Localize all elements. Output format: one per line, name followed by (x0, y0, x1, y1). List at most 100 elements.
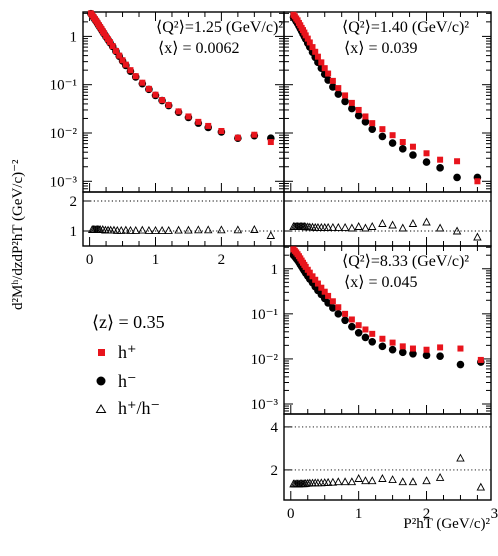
panel-3-hplus-point (306, 269, 313, 276)
panel-3-hplus-point (369, 330, 376, 337)
panel-3-hplus-point (314, 280, 321, 287)
panel-2-hplus-point (342, 92, 349, 99)
panel-1-y-tick-label: 10⁻² (50, 126, 78, 142)
panel-2-ratio-point (378, 219, 387, 227)
panel-3-x-tick-label: 1 (355, 506, 363, 522)
x-axis-title: P²hT (GeV/c)² (403, 516, 490, 532)
panel-3-ratio-point (422, 476, 431, 485)
panel-2-ratio-point (473, 232, 482, 241)
panel-1-hplus-point (127, 67, 134, 74)
panel-3-y-tick-label: 10⁻² (251, 352, 279, 368)
panel-1-hplus-point (101, 30, 108, 37)
panel-1-ratio-point (217, 225, 226, 234)
panel-1-hplus-point (234, 134, 241, 141)
panel-2-hplus-point (314, 53, 321, 60)
panel-2-hminus-point (453, 173, 461, 182)
panel-3-hplus-point (342, 310, 349, 317)
panel-3-main-frame (283, 245, 492, 415)
panel-3-hminus-point (436, 352, 444, 360)
panel-2-hminus-point (341, 97, 349, 106)
panel-1-ratio-point (203, 225, 213, 234)
panel-2-ratio-point (398, 223, 408, 232)
panel-3-hplus-point (309, 273, 316, 280)
panel-1-hplus-point (175, 108, 182, 115)
panel-2-ratio-point (323, 222, 333, 231)
panel-3-hminus-point (329, 304, 337, 312)
legend-hminus-label: h⁻ (118, 371, 137, 391)
panel-2-hplus-point (355, 106, 362, 113)
panel-3-y-tick-label: 10⁻³ (251, 397, 279, 413)
panel-2-hplus-point (335, 85, 342, 92)
panel-2-hplus-point (454, 158, 461, 165)
panel-3-hplus-point (318, 284, 325, 291)
panel-2-hplus-point (423, 150, 430, 157)
panel-2-hplus-point (321, 65, 328, 72)
panel-3-ratio-point (398, 477, 408, 486)
panel-3-y-tick-label: 10⁻¹ (251, 307, 278, 323)
panel-1-x-tick-label: 0 (86, 252, 94, 268)
panel-2-ratio-point (452, 226, 462, 235)
panel-1-ratio-point (194, 225, 203, 234)
panel-2-hminus-point (436, 164, 444, 172)
panel-1-y-tick-label: 10⁻³ (50, 174, 78, 190)
panel-3-x-tick-label: 0 (287, 506, 295, 522)
panel-1-hplus-point (145, 85, 152, 92)
panel-1-main-frame (82, 11, 285, 193)
panel-2-ratio-point (334, 222, 343, 231)
panel-3-hplus-point (437, 344, 444, 351)
panel-1-hplus-point (107, 39, 114, 46)
panel-3-hplus-point (325, 292, 332, 299)
panel-3-hplus-point (409, 345, 416, 352)
panel-3-ratio-point (334, 477, 343, 486)
panel-1-hplus-point (205, 122, 212, 129)
panel-3-ratio-y-tick-label: 4 (271, 420, 279, 436)
panel-2-hplus-point (362, 113, 369, 120)
panel-1-hplus-point (165, 101, 172, 108)
panel-1-hplus-point (195, 118, 202, 125)
panel-2-hminus-point (422, 158, 431, 166)
panel-2-hplus-point (302, 32, 309, 39)
panel-1-hplus-point (122, 61, 129, 68)
panel-3-hplus-point (399, 343, 406, 350)
panel-2-hminus-point (354, 111, 363, 120)
panel-2-q2-label: ⟨Q²⟩=1.40 (GeV/c)² (342, 19, 469, 36)
panel-3-hminus-point (398, 348, 407, 357)
panel-1-ratio-point (250, 225, 259, 233)
panel-3-ratio-y-tick-label: 2 (271, 463, 279, 479)
panel-1-hplus-point (132, 73, 139, 80)
legend-hplus-marker (98, 349, 105, 356)
panel-2-x-label: ⟨x⟩ = 0.039 (344, 40, 418, 57)
panel-1-ratio-point (126, 225, 135, 234)
panel-2-hplus-point (348, 99, 355, 106)
panel-3-ratio-point (388, 475, 397, 484)
panel-1-hplus-point (119, 57, 126, 64)
panel-2-hminus-point (409, 151, 417, 159)
panel-2-ratio-point (388, 220, 397, 229)
panel-2-hplus-point (329, 77, 336, 84)
panel-2-ratio-point (340, 222, 350, 231)
panel-3-hplus-point (312, 276, 319, 283)
panel-3-hplus-point (457, 345, 464, 352)
panel-2-ratio-frame (283, 191, 492, 247)
panel-2-ratio-point (328, 222, 338, 231)
legend-z-label: ⟨z⟩ = 0.35 (92, 312, 165, 332)
panel-2-ratio-point (367, 222, 377, 230)
panel-3-y-tick-label: 1 (271, 262, 279, 278)
panel-3-hplus-point (321, 288, 328, 295)
panel-3-hplus-point (477, 356, 484, 363)
panel-1-ratio-point (184, 225, 193, 234)
panel-3-hplus-point (348, 316, 355, 323)
panel-2-hminus-point (378, 132, 387, 141)
panel-2-ratio-point (435, 223, 445, 232)
panel-2-ratio-point (422, 217, 431, 226)
panel-3-ratio-frame (283, 413, 492, 501)
panel-2-hplus-point (399, 139, 406, 146)
panel-3-hplus-point (379, 335, 386, 342)
panel-3-hminus-point (368, 337, 377, 346)
panel-3-ratio-point (408, 477, 418, 486)
panel-3-hminus-point (354, 328, 363, 337)
panel-2-main-frame (283, 11, 492, 193)
panel-1-ratio-point (233, 225, 243, 234)
panel-2-hminus-point (329, 83, 337, 91)
panel-3-ratio-point (456, 453, 465, 462)
